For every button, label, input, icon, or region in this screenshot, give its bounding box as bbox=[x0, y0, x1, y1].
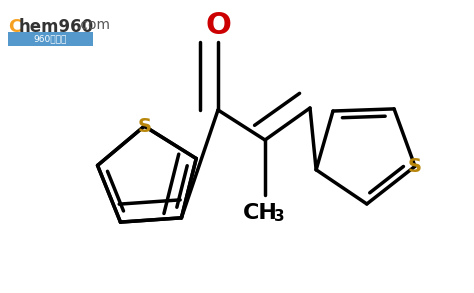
Text: S: S bbox=[137, 117, 151, 136]
Text: 960化工网: 960化工网 bbox=[33, 35, 67, 43]
Text: CH: CH bbox=[243, 203, 277, 223]
Text: S: S bbox=[408, 157, 422, 176]
Text: C: C bbox=[8, 18, 21, 36]
FancyBboxPatch shape bbox=[8, 32, 93, 46]
Text: O: O bbox=[205, 11, 231, 40]
Text: .com: .com bbox=[77, 18, 111, 32]
Text: hem960: hem960 bbox=[19, 18, 94, 36]
Text: 3: 3 bbox=[273, 209, 284, 224]
